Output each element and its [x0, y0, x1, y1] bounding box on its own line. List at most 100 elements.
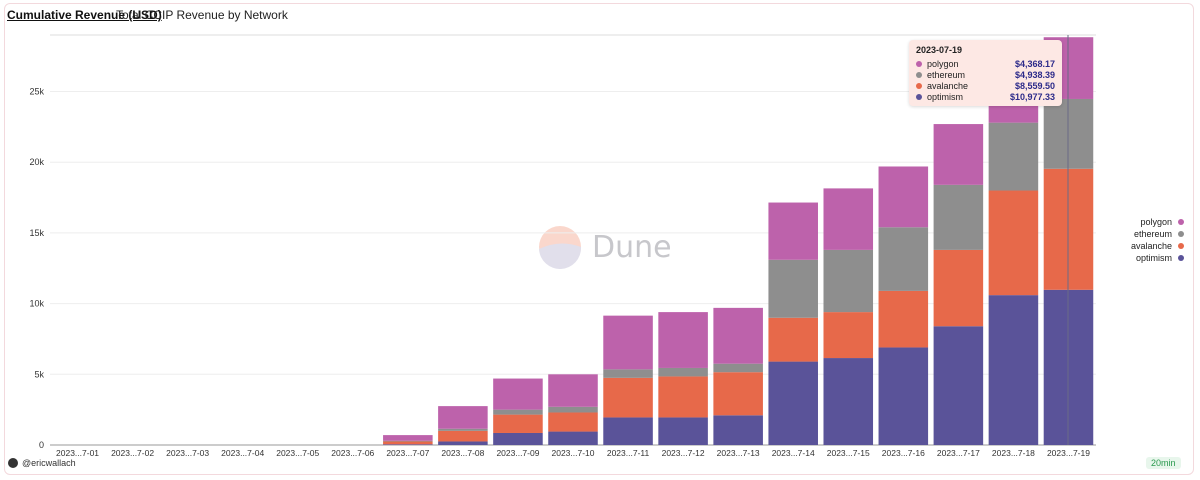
dune-watermark: Dune	[538, 225, 672, 269]
bar-ethereum[interactable]	[603, 369, 653, 378]
bar-polygon[interactable]	[768, 202, 818, 260]
legend-label: ethereum	[1133, 229, 1172, 239]
legend-dot-icon	[1178, 231, 1184, 237]
tooltip-date: 2023-07-19	[916, 45, 963, 55]
x-tick-label: 2023...7-01	[56, 448, 99, 458]
bar-avalanche[interactable]	[383, 441, 433, 445]
bar-optimism[interactable]	[768, 361, 818, 445]
bar-ethereum[interactable]	[438, 428, 488, 431]
bar-polygon[interactable]	[383, 435, 433, 441]
x-tick-label: 2023...7-13	[717, 448, 760, 458]
bar-polygon[interactable]	[658, 312, 708, 368]
x-tick-label: 2023...7-03	[166, 448, 209, 458]
x-tick-label: 2023...7-10	[551, 448, 594, 458]
tooltip-series-name: ethereum	[927, 69, 966, 80]
x-tick-label: 2023...7-16	[882, 448, 925, 458]
bar-optimism[interactable]	[988, 295, 1039, 445]
legend-item-optimism[interactable]: optimism	[1131, 252, 1184, 264]
y-tick-label: 20k	[29, 157, 44, 167]
bar-avalanche[interactable]	[933, 249, 984, 327]
legend-item-avalanche[interactable]: avalanche	[1131, 240, 1184, 252]
series-dot-icon	[916, 82, 922, 89]
bar-optimism[interactable]	[493, 432, 543, 445]
tooltip-series-value: $4,368.17	[1014, 58, 1055, 69]
bar-polygon[interactable]	[823, 188, 874, 250]
bar-polygon[interactable]	[878, 166, 929, 228]
y-tick-label: 15k	[29, 228, 44, 238]
legend-dot-icon	[1178, 243, 1184, 249]
bar-ethereum[interactable]	[383, 440, 433, 442]
bar-optimism[interactable]	[658, 417, 708, 445]
bar-avalanche[interactable]	[768, 317, 818, 362]
x-tick-label: 2023...7-08	[441, 448, 484, 458]
bar-avalanche[interactable]	[988, 190, 1039, 296]
bar-avalanche[interactable]	[658, 376, 708, 418]
avatar	[8, 458, 18, 468]
legend-label: avalanche	[1130, 241, 1172, 251]
bar-optimism[interactable]	[383, 444, 433, 445]
bar-optimism[interactable]	[603, 417, 653, 445]
legend-dot-icon	[1178, 219, 1184, 225]
x-tick-label: 2023...7-06	[331, 448, 374, 458]
x-tick-label: 2023...7-19	[1047, 448, 1090, 458]
hover-tooltip: 2023-07-19 polygon $4,368.17 ethereum $4,93…	[909, 40, 1062, 106]
refresh-badge[interactable]: 20min	[1146, 457, 1181, 469]
y-tick-label: 10k	[29, 299, 44, 309]
tooltip-series-name: avalanche	[927, 80, 969, 91]
legend-item-polygon[interactable]: polygon	[1131, 216, 1184, 228]
bar-polygon[interactable]	[438, 406, 488, 429]
bar-ethereum[interactable]	[548, 406, 598, 413]
x-tick-label: 2023...7-12	[662, 448, 705, 458]
bar-polygon[interactable]	[548, 374, 598, 407]
series-dot-icon	[916, 60, 922, 67]
bar-polygon[interactable]	[493, 378, 543, 410]
bar-avalanche[interactable]	[548, 412, 598, 432]
bar-ethereum[interactable]	[878, 227, 929, 291]
tooltip-row: avalanche $8,559.50	[916, 80, 1055, 91]
x-tick-label: 2023...7-04	[221, 448, 264, 458]
bar-polygon[interactable]	[713, 307, 763, 364]
x-tick-label: 2023...7-07	[386, 448, 429, 458]
bar-avalanche[interactable]	[713, 372, 763, 416]
bar-polygon[interactable]	[603, 315, 653, 370]
watermark-text: Dune	[592, 229, 672, 265]
bar-optimism[interactable]	[878, 347, 929, 445]
legend-item-ethereum[interactable]: ethereum	[1131, 228, 1184, 240]
bar-avalanche[interactable]	[823, 312, 874, 359]
tooltip-row: polygon $4,368.17	[916, 58, 1055, 69]
bar-ethereum[interactable]	[933, 184, 984, 250]
tooltip-row: optimism $10,977.33	[916, 91, 1055, 102]
bar-optimism[interactable]	[713, 415, 763, 445]
bar-optimism[interactable]	[823, 358, 874, 445]
bar-ethereum[interactable]	[658, 367, 708, 377]
x-tick-label: 2023...7-05	[276, 448, 319, 458]
legend-dot-icon	[1178, 255, 1184, 261]
y-tick-label: 25k	[29, 87, 44, 97]
x-tick-label: 2023...7-11	[607, 448, 650, 458]
bar-ethereum[interactable]	[713, 363, 763, 373]
y-tick-label: 5k	[34, 369, 44, 379]
bar-avalanche[interactable]	[438, 430, 488, 442]
bar-optimism[interactable]	[438, 441, 488, 445]
x-tick-label: 2023...7-15	[827, 448, 870, 458]
x-tick-label: 2023...7-18	[992, 448, 1035, 458]
bar-ethereum[interactable]	[823, 249, 874, 313]
bar-optimism[interactable]	[548, 431, 598, 445]
tooltip-series-value: $10,977.33	[1009, 91, 1055, 102]
chart-title-link[interactable]: Cumulative Revenue (USD)	[7, 8, 162, 22]
chart-subtitle: Total CCIP Revenue by Network	[116, 8, 288, 22]
legend-label: optimism	[1135, 253, 1172, 263]
tooltip-series-value: $8,559.50	[1014, 80, 1055, 91]
bar-ethereum[interactable]	[988, 122, 1039, 191]
bar-ethereum[interactable]	[493, 409, 543, 415]
tooltip-series-name: polygon	[927, 58, 959, 69]
legend-label: polygon	[1140, 217, 1172, 227]
bar-avalanche[interactable]	[493, 414, 543, 433]
bar-optimism[interactable]	[933, 326, 984, 445]
bar-avalanche[interactable]	[878, 290, 929, 348]
bar-polygon[interactable]	[933, 124, 984, 185]
bar-ethereum[interactable]	[768, 259, 818, 318]
author-credit[interactable]: @ericwallach	[8, 458, 76, 468]
x-tick-label: 2023...7-02	[111, 448, 154, 458]
bar-avalanche[interactable]	[603, 377, 653, 418]
